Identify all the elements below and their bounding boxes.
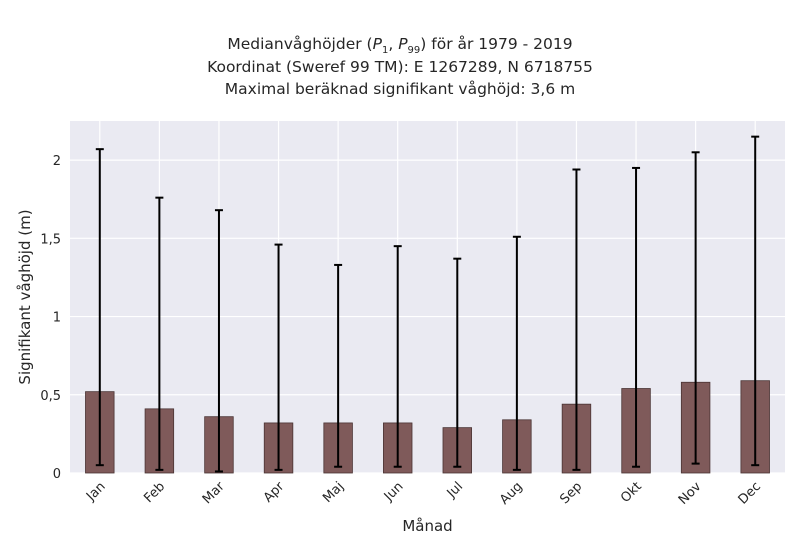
y-axis-label: Signifikant våghöjd (m) — [16, 209, 34, 384]
chart-title-line-2: Koordinat (Sweref 99 TM): E 1267289, N 6… — [207, 58, 593, 76]
chart-title-line-1: Medianvåghöjder (P1, P99) för år 1979 - … — [227, 35, 573, 57]
y-tick-label: 1,5 — [40, 232, 61, 247]
error-bar-sep — [572, 168, 581, 471]
plot-area — [70, 121, 785, 473]
x-tick-labels: Jan Feb Mar Apr Maj Jun Jul Aug Sep Okt Nov Dec — [83, 479, 764, 508]
error-bar-jun — [393, 245, 402, 468]
x-tick-label: Dec — [736, 479, 764, 507]
error-bar-jul — [453, 257, 462, 468]
x-tick-label: Apr — [261, 479, 288, 506]
error-bar-feb — [155, 196, 164, 471]
y-tick-label: 1 — [53, 311, 61, 326]
x-axis-label: Månad — [402, 517, 452, 535]
y-tick-label: 2 — [53, 154, 61, 169]
error-bar-okt — [632, 166, 641, 468]
chart-title-line-3: Maximal beräknad signifikant våghöjd: 3,… — [224, 80, 576, 98]
error-bars — [95, 135, 760, 473]
error-bar-jan — [95, 148, 104, 467]
error-bar-aug — [512, 235, 521, 471]
x-tick-label: Jul — [444, 479, 466, 501]
x-tick-label: Jun — [381, 479, 407, 505]
y-tick-label: 0 — [53, 467, 61, 482]
y-tick-labels: 0 0,5 1 1,5 2 — [40, 154, 61, 482]
y-tick-label: 0,5 — [40, 389, 61, 404]
error-bar-nov — [691, 151, 700, 465]
x-tick-label: Okt — [618, 479, 645, 506]
x-tick-label: Mar — [200, 479, 228, 507]
x-tick-label: Sep — [557, 479, 585, 507]
x-tick-label: Jan — [83, 479, 108, 504]
x-tick-label: Maj — [320, 479, 347, 506]
error-bar-apr — [274, 243, 283, 471]
x-tick-label: Aug — [497, 479, 526, 508]
error-bar-dec — [751, 135, 760, 467]
error-bar-mar — [214, 209, 223, 473]
x-tick-label: Feb — [141, 479, 168, 506]
x-tick-label: Nov — [676, 479, 705, 508]
error-bar-maj — [334, 263, 343, 468]
